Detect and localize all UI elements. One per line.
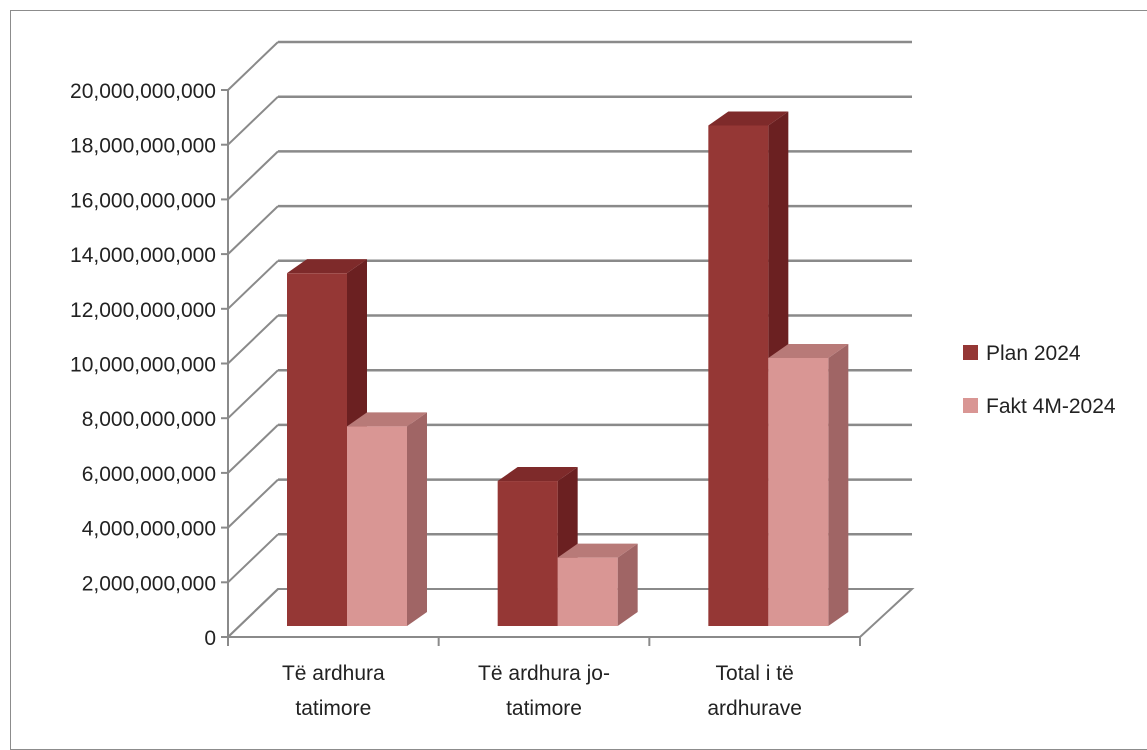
bar	[347, 426, 407, 626]
y-tick-label: 12,000,000,000	[70, 299, 216, 322]
grid-diagonal	[227, 424, 279, 474]
bar	[768, 357, 829, 626]
bar-top	[497, 467, 578, 482]
grid-diagonal	[227, 150, 279, 201]
x-tick-label: Të ardhura	[282, 662, 385, 685]
grid-diagonal	[227, 260, 279, 310]
grid-diagonal	[227, 369, 279, 419]
legend-label: Plan 2024	[986, 342, 1081, 365]
bar-top	[768, 343, 849, 358]
grid-diagonal	[227, 533, 279, 584]
x-tick-label: tatimore	[506, 697, 582, 720]
x-tick-label: ardhurave	[707, 697, 802, 720]
y-tick-label: 18,000,000,000	[70, 135, 216, 158]
legend-label: Fakt 4M-2024	[986, 395, 1116, 418]
y-tick-label: 10,000,000,000	[70, 354, 216, 377]
chart-frame	[10, 10, 1147, 750]
bar	[557, 557, 618, 626]
y-tick-label: 0	[204, 627, 216, 650]
bar	[497, 481, 558, 626]
y-tick-label: 2,000,000,000	[82, 572, 216, 595]
bar-top	[347, 412, 427, 427]
y-tick-label: 6,000,000,000	[82, 463, 216, 486]
bar-top	[287, 259, 367, 274]
bar-side	[828, 343, 849, 626]
bar-top	[708, 111, 789, 126]
x-tick-label: tatimore	[295, 697, 371, 720]
bar-top	[557, 543, 638, 558]
x-tick-label: Të ardhura jo-	[478, 662, 610, 685]
bar-side	[617, 543, 638, 626]
y-tick-label: 4,000,000,000	[82, 518, 216, 541]
x-tick-label: Total i të	[716, 662, 794, 685]
grid-diagonal	[227, 205, 279, 255]
grid-diagonal	[227, 95, 279, 146]
bar	[287, 273, 347, 626]
bar-side	[407, 412, 427, 626]
grid-diagonal	[227, 41, 279, 91]
y-tick-label: 14,000,000,000	[70, 244, 216, 267]
bar	[708, 125, 769, 627]
y-tick-label: 20,000,000,000	[70, 80, 216, 103]
grid-diagonal	[227, 478, 279, 529]
legend-swatch	[963, 345, 978, 360]
y-tick-label: 8,000,000,000	[82, 408, 216, 431]
legend-swatch	[963, 398, 978, 413]
y-tick-label: 16,000,000,000	[70, 189, 216, 212]
grid-diagonal	[227, 314, 279, 365]
